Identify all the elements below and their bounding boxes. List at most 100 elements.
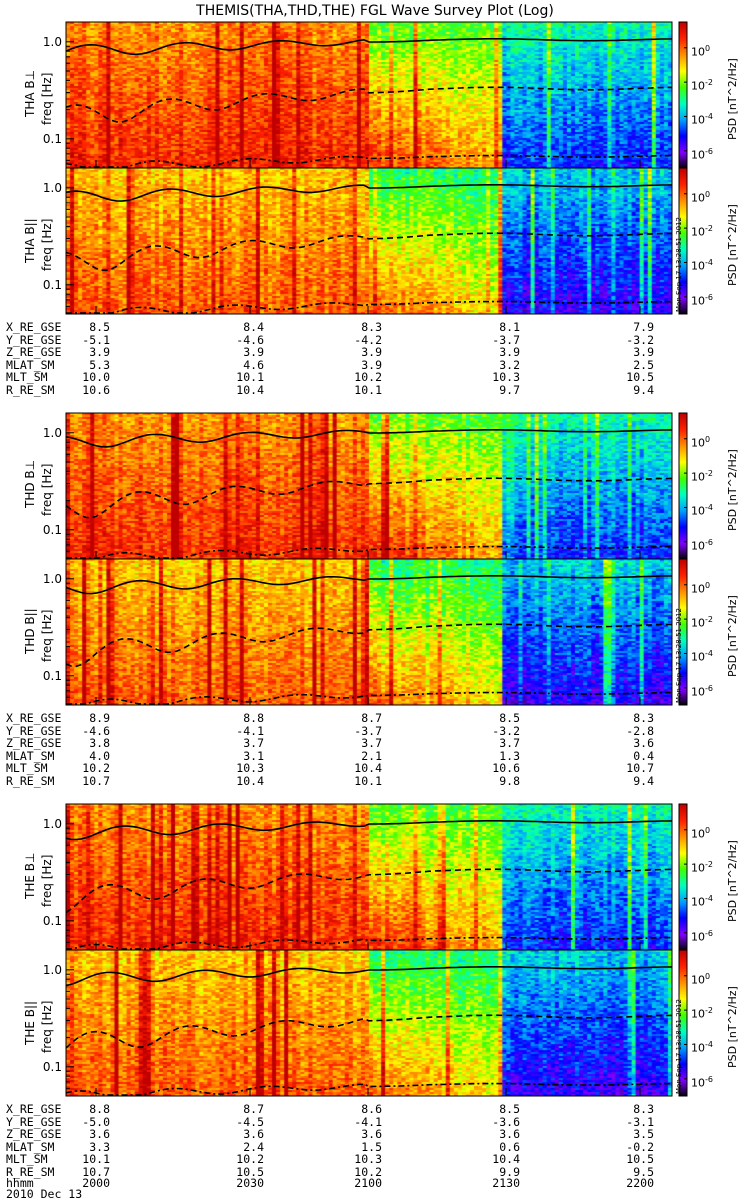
colorbar-step bbox=[679, 102, 687, 104]
colorbar-step bbox=[679, 860, 687, 862]
colorbar-step bbox=[679, 492, 687, 494]
colorbar-step bbox=[679, 890, 687, 892]
colorbar-step bbox=[679, 931, 687, 933]
colorbar-step bbox=[679, 525, 687, 527]
colorbar-step bbox=[679, 117, 687, 119]
colorbar-step bbox=[679, 680, 687, 682]
dashdot-frequency-curve bbox=[66, 691, 673, 705]
colorbar-step bbox=[679, 520, 687, 522]
colorbar-step bbox=[679, 108, 687, 110]
colorbar-step bbox=[679, 309, 687, 311]
colorbar-step bbox=[679, 127, 687, 129]
colorbar-tick-base: 10 bbox=[691, 45, 705, 59]
colorbar-step bbox=[679, 877, 687, 879]
colorbar-step bbox=[679, 864, 687, 866]
ephem-value: 3.9 bbox=[499, 345, 520, 359]
colorbar-step bbox=[679, 134, 687, 136]
colorbar-step bbox=[679, 34, 687, 36]
colorbar-tick-label: 10-4 bbox=[691, 893, 713, 909]
colorbar-step bbox=[679, 1075, 687, 1077]
colorbar-step bbox=[679, 605, 687, 607]
colorbar-step bbox=[679, 903, 687, 905]
colorbar-step bbox=[679, 549, 687, 551]
colorbar-step bbox=[679, 826, 687, 828]
colorbar-step bbox=[679, 963, 687, 965]
spectrogram-image bbox=[66, 22, 672, 168]
colorbar-step bbox=[679, 72, 687, 74]
colorbar-step bbox=[679, 1033, 687, 1035]
colorbar-step bbox=[679, 866, 687, 868]
colorbar-step bbox=[679, 187, 687, 189]
colorbar bbox=[678, 21, 688, 169]
colorbar-step bbox=[679, 1054, 687, 1056]
panel-frame bbox=[65, 949, 673, 1097]
colorbar-step bbox=[679, 1010, 687, 1012]
colorbar-step bbox=[679, 836, 687, 838]
colorbar-step bbox=[679, 588, 687, 590]
colorbar-step bbox=[679, 519, 687, 521]
colorbar-step bbox=[679, 815, 687, 817]
colorbar-step bbox=[679, 892, 687, 894]
colorbar-step bbox=[679, 139, 687, 141]
colorbar-step bbox=[679, 245, 687, 247]
colorbar-step bbox=[679, 302, 687, 304]
colorbar-step bbox=[679, 1019, 687, 1021]
colorbar-step bbox=[679, 951, 687, 953]
colorbar-step bbox=[679, 645, 687, 647]
colorbar-step bbox=[679, 883, 687, 885]
panel-probe-label: THE B⊥ bbox=[23, 852, 37, 899]
colorbar-step bbox=[679, 674, 687, 676]
ephem-label-r_re_sm: R_RE_SM bbox=[6, 1164, 55, 1179]
colorbar-step bbox=[679, 531, 687, 533]
colorbar-step bbox=[679, 646, 687, 648]
colorbar-step bbox=[679, 196, 687, 198]
colorbar-step bbox=[679, 855, 687, 857]
colorbar-step bbox=[679, 580, 687, 582]
colorbar-step bbox=[679, 535, 687, 537]
colorbar-step bbox=[679, 477, 687, 479]
colorbar-step bbox=[679, 1083, 687, 1085]
colorbar-step bbox=[679, 1068, 687, 1070]
colorbar-step bbox=[679, 613, 687, 615]
colorbar-step bbox=[679, 103, 687, 105]
colorbar-step bbox=[679, 172, 687, 174]
colorbar-step bbox=[679, 452, 687, 454]
colorbar-step bbox=[679, 230, 687, 232]
colorbar-step bbox=[679, 911, 687, 913]
colorbar-step bbox=[679, 218, 687, 220]
colorbar-step bbox=[679, 31, 687, 33]
colorbar-step bbox=[679, 80, 687, 82]
colorbar-step bbox=[679, 818, 687, 820]
colorbar-step bbox=[679, 52, 687, 54]
colorbar-step bbox=[679, 509, 687, 511]
colorbar-step bbox=[679, 158, 687, 160]
colorbar-step bbox=[679, 901, 687, 903]
colorbar-step bbox=[679, 942, 687, 944]
colorbar-step bbox=[679, 954, 687, 956]
colorbar-step bbox=[679, 1092, 687, 1094]
colorbar-step bbox=[679, 119, 687, 121]
ephem-value: -4.1 bbox=[354, 1114, 382, 1129]
colorbar-step bbox=[679, 619, 687, 621]
colorbar-step bbox=[679, 852, 687, 854]
colorbar-step bbox=[679, 569, 687, 571]
colorbar-step bbox=[679, 66, 687, 68]
colorbar bbox=[678, 558, 688, 706]
colorbar-step bbox=[679, 275, 687, 277]
colorbar-step bbox=[679, 810, 687, 812]
colorbar-step bbox=[679, 641, 687, 643]
ephem-label-z_re_gse: Z_RE_GSE bbox=[6, 1127, 62, 1141]
colorbar-step bbox=[679, 436, 687, 438]
colorbar-step bbox=[679, 666, 687, 668]
colorbar-step bbox=[679, 184, 687, 186]
colorbar-step bbox=[679, 990, 687, 992]
colorbar-step bbox=[679, 1051, 687, 1053]
colorbar-step bbox=[679, 526, 687, 528]
ephem-label-mlt_sm: MLT_SM bbox=[6, 1152, 48, 1166]
colorbar-step bbox=[679, 47, 687, 49]
colorbar-step bbox=[679, 192, 687, 194]
colorbar-tick-exponent: -2 bbox=[705, 224, 713, 234]
colorbar-step bbox=[679, 58, 687, 60]
colorbar-tick-base: 10 bbox=[691, 1007, 705, 1021]
ephem-label-x_re_gse: X_RE_GSE bbox=[6, 711, 62, 725]
